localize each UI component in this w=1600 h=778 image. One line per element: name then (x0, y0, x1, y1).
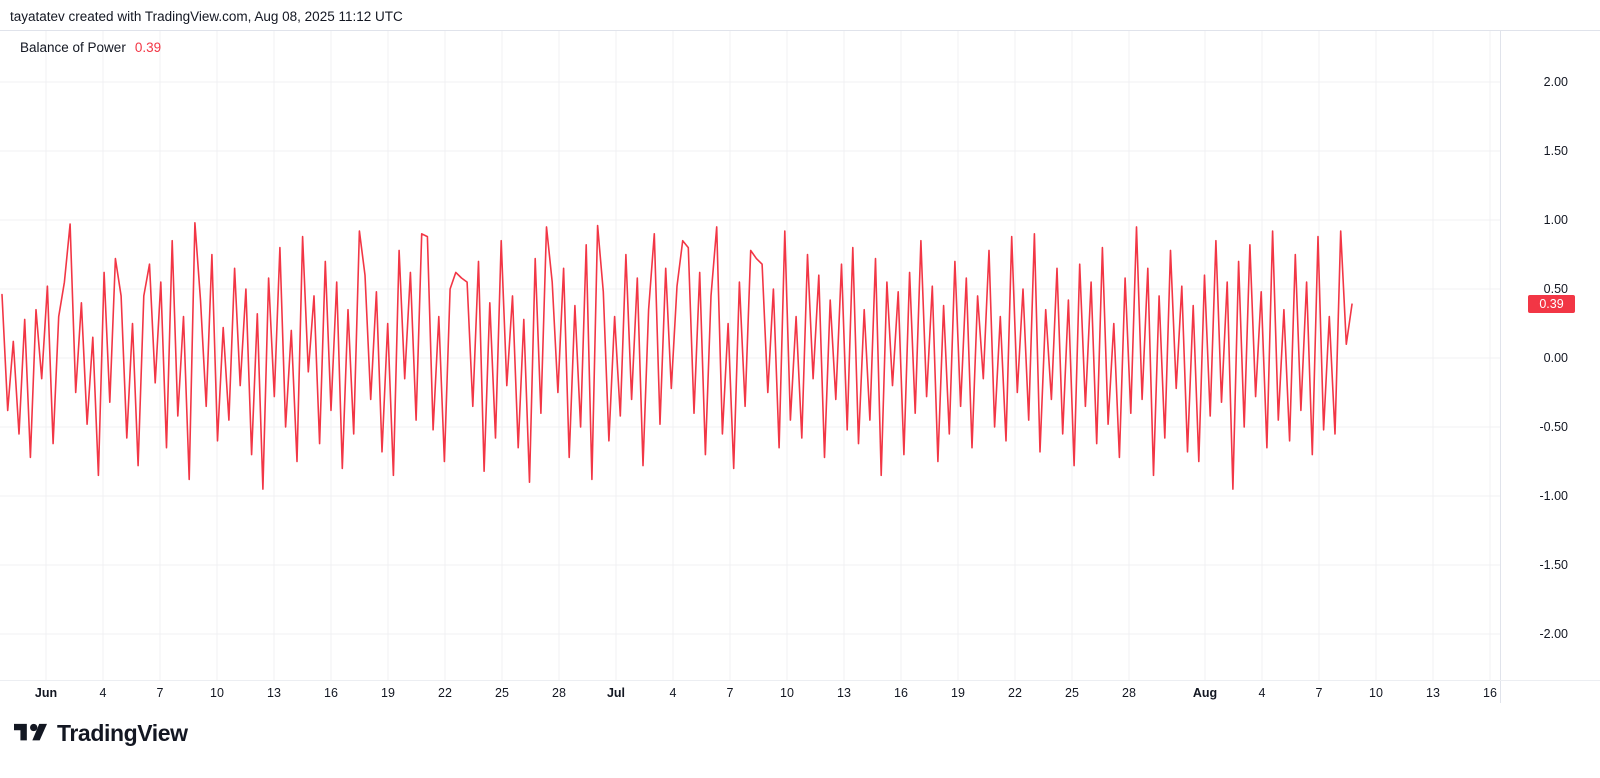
time-tick-label: 4 (669, 686, 677, 700)
time-tick-label: 7 (156, 686, 164, 700)
time-tick-label: 10 (210, 686, 224, 700)
indicator-last-value: 0.39 (134, 40, 162, 55)
price-tick-label: 0.00 (1543, 351, 1568, 365)
indicator-legend[interactable]: Balance of Power 0.39 (20, 39, 161, 56)
time-tick-label: 16 (324, 686, 338, 700)
time-tick-label: 22 (1008, 686, 1022, 700)
price-tick-label: -1.00 (1539, 489, 1569, 503)
time-tick-label: 19 (951, 686, 965, 700)
time-tick-label: 28 (1122, 686, 1136, 700)
time-tick-label: 4 (99, 686, 107, 700)
time-tick-label: 7 (1315, 686, 1323, 700)
time-tick-label: 13 (837, 686, 851, 700)
time-tick-label: Aug (1192, 686, 1218, 700)
price-tick-label: -2.00 (1539, 627, 1569, 641)
time-tick-label: 19 (381, 686, 395, 700)
bop-line-series (1, 222, 1353, 490)
price-axis[interactable]: 2.00 1.50 1.00 0.50 0.00 -0.50 -1.00 -1.50 -2.00 (1500, 31, 1600, 680)
tradingview-mark-icon (14, 723, 47, 741)
price-tick-label: 0.50 (1543, 282, 1568, 296)
price-axis-separator (1500, 31, 1501, 703)
last-price-badge: 0.39 (1528, 295, 1575, 314)
price-tick-label: -1.50 (1539, 558, 1569, 572)
time-tick-label: 13 (1426, 686, 1440, 700)
indicator-title: Balance of Power (20, 40, 126, 55)
time-tick-label: 22 (438, 686, 452, 700)
time-tick-label: Jul (606, 686, 626, 700)
price-tick-label: 2.00 (1543, 75, 1568, 89)
time-tick-label: 16 (1483, 686, 1497, 700)
price-tick-label: -0.50 (1539, 420, 1569, 434)
time-axis-separator (0, 680, 1600, 681)
time-tick-label: 7 (726, 686, 734, 700)
time-tick-label: 10 (1369, 686, 1383, 700)
tradingview-logo-link[interactable]: TradingView (14, 715, 188, 751)
footer: TradingView (0, 702, 1600, 778)
time-tick-label: 13 (267, 686, 281, 700)
chart-canvas[interactable] (0, 31, 1600, 680)
time-tick-label: 25 (1065, 686, 1079, 700)
attribution-text: tayatatev created with TradingView.com, … (10, 9, 403, 24)
time-tick-label: 28 (552, 686, 566, 700)
time-tick-label: 25 (495, 686, 509, 700)
price-tick-label: 1.00 (1543, 213, 1568, 227)
time-axis[interactable]: Jun 4 7 10 13 16 19 22 25 28 Jul 4 7 10 13 16 19 22 25 28 Au… (0, 681, 1500, 703)
time-tick-label: 4 (1258, 686, 1266, 700)
tradingview-wordmark: TradingView (57, 719, 188, 746)
price-tick-label: 1.50 (1543, 144, 1568, 158)
time-tick-label: 16 (894, 686, 908, 700)
time-tick-label: Jun (34, 686, 58, 700)
time-tick-label: 10 (780, 686, 794, 700)
chart-area: Balance of Power 0.39 2.00 1.50 1.00 0.50 0.0… (0, 30, 1600, 703)
